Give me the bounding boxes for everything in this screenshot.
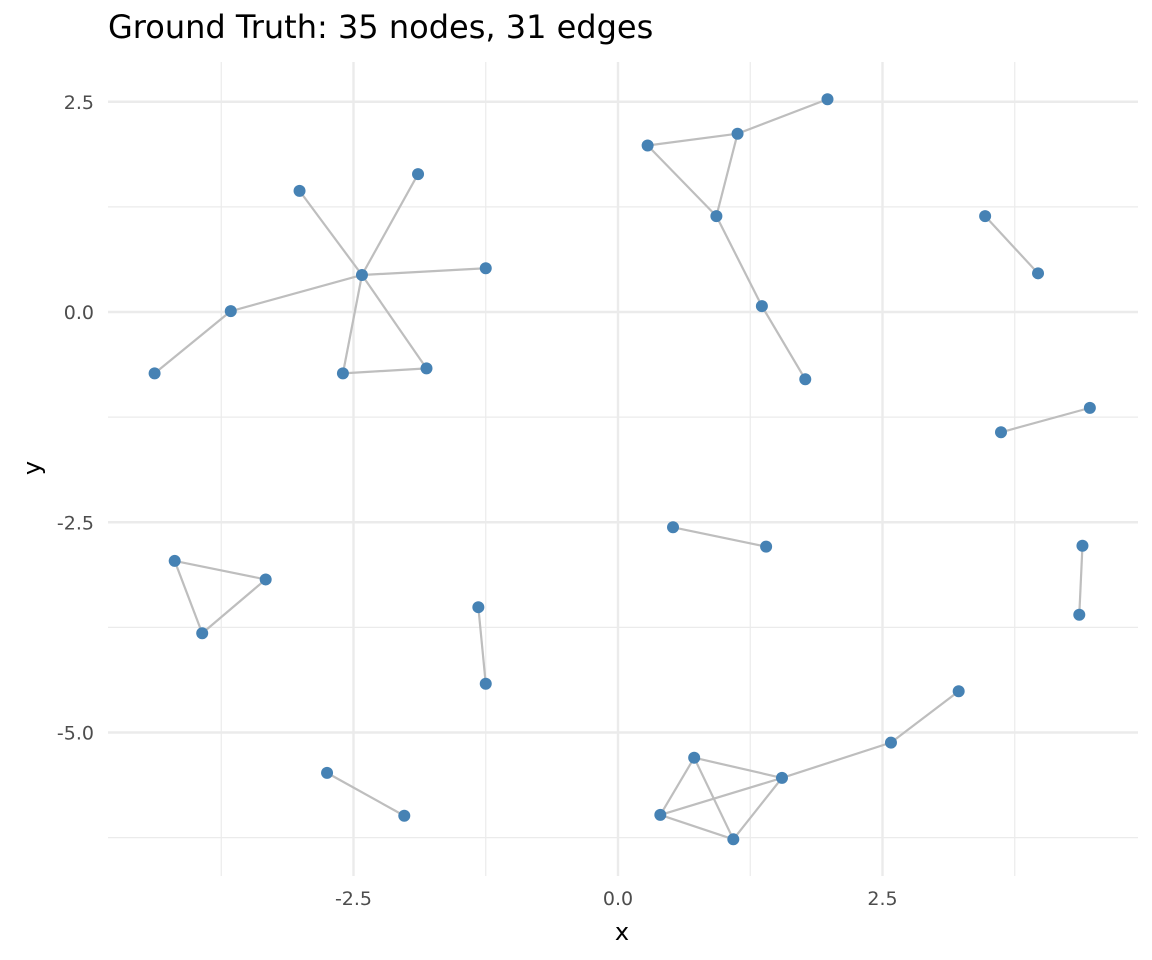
graph-node: [420, 362, 433, 375]
graph-node: [884, 736, 897, 749]
x-tick-label: 0.0: [603, 888, 633, 910]
graph-edge: [230, 273, 363, 313]
graph-edge: [737, 98, 828, 135]
minor-gridlines: [108, 62, 1138, 876]
y-tick-label: -5.0: [57, 723, 94, 745]
graph-nodes: [148, 93, 1096, 846]
graph-edge: [174, 559, 266, 581]
major-gridlines: [108, 62, 1138, 876]
graph-edge: [672, 526, 767, 548]
graph-node: [355, 268, 368, 281]
x-axis-title: x: [615, 918, 629, 946]
graph-node: [667, 521, 680, 534]
graph-node: [775, 771, 788, 784]
graph-edge: [298, 190, 363, 276]
graph-node: [196, 627, 209, 640]
chart-title: Ground Truth: 35 nodes, 31 edges: [108, 8, 654, 46]
graph-node: [799, 373, 812, 386]
graph-node: [654, 808, 667, 821]
graph-node: [479, 677, 492, 690]
graph-node: [727, 833, 740, 846]
graph-node: [979, 210, 992, 223]
x-tick-label: -2.5: [335, 888, 372, 910]
y-axis-title: y: [18, 461, 46, 475]
graph-edge: [361, 173, 419, 276]
graph-edge: [647, 132, 738, 147]
graph-node: [168, 554, 181, 567]
graph-node: [1083, 401, 1096, 414]
graph-node: [398, 809, 411, 822]
graph-node: [641, 139, 654, 152]
graph-edge: [781, 741, 892, 779]
graph-node: [479, 262, 492, 275]
graph-node: [688, 751, 701, 764]
graph-edge: [659, 757, 696, 816]
graph-edge: [715, 215, 763, 307]
graph-node: [472, 601, 485, 614]
graph-edge: [760, 305, 807, 380]
graph-edge: [693, 756, 783, 779]
graph-edge: [1000, 406, 1091, 434]
graph-edge: [715, 133, 739, 217]
graph-node: [710, 210, 723, 223]
y-tick-label: 2.5: [64, 92, 94, 114]
graph-edge: [732, 777, 783, 840]
graph-node: [731, 127, 744, 140]
x-tick-label: 2.5: [867, 888, 897, 910]
y-axis-tick-labels: 2.5 0.0 -2.5 -5.0: [57, 92, 94, 745]
graph-node: [293, 184, 306, 197]
graph-node: [1073, 608, 1086, 621]
graph-edge: [890, 690, 960, 744]
graph-node: [994, 426, 1007, 439]
graph-edge: [361, 267, 486, 277]
graph-edge: [342, 367, 427, 375]
graph-node: [412, 168, 425, 181]
graph-edge: [646, 144, 718, 217]
graph-edge: [326, 771, 405, 817]
graph-edge: [659, 813, 734, 841]
graph-edges: [153, 98, 1091, 841]
graph-node: [321, 766, 334, 779]
graph-edge: [201, 578, 267, 635]
y-tick-label: 0.0: [64, 302, 94, 324]
graph-node: [336, 367, 349, 380]
graph-edge: [477, 607, 487, 684]
graph-edge: [659, 776, 783, 816]
graph-edge: [361, 274, 428, 369]
graph-node: [224, 305, 237, 318]
graph-edge: [173, 560, 204, 634]
graph-edge: [153, 310, 232, 375]
graph-node: [1032, 267, 1045, 280]
graph-node: [1076, 539, 1089, 552]
graph-node: [755, 300, 768, 313]
graph-edge: [341, 274, 364, 374]
graph-node: [760, 540, 773, 553]
graph-node: [952, 685, 965, 698]
graph-node: [259, 573, 272, 586]
x-axis-tick-labels: -2.5 0.0 2.5: [335, 888, 898, 910]
graph-node: [148, 367, 161, 380]
graph-edge: [1078, 545, 1084, 615]
y-tick-label: -2.5: [57, 512, 94, 534]
graph-node: [821, 93, 834, 106]
graph-edge: [984, 215, 1039, 275]
